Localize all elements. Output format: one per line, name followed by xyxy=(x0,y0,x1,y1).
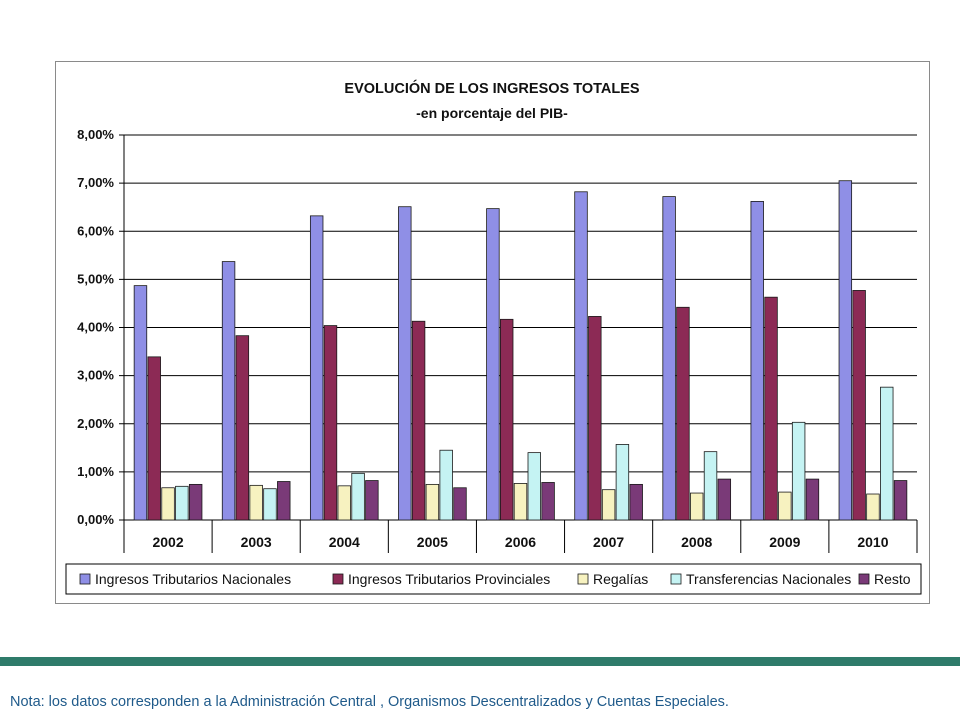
bar-2005-4 xyxy=(439,449,453,521)
x-tick-label: 2010 xyxy=(857,534,888,550)
y-tick-label: 5,00% xyxy=(77,271,114,286)
legend-swatch xyxy=(577,573,589,585)
y-tick-label: 3,00% xyxy=(77,368,114,383)
bar-2005-3 xyxy=(425,483,440,521)
bar-2008-5 xyxy=(717,478,732,521)
footer-note: Nota: los datos corresponden a la Admini… xyxy=(10,694,729,710)
legend-swatch xyxy=(332,573,344,585)
y-tick-label: 4,00% xyxy=(77,320,114,335)
x-tick-label: 2004 xyxy=(329,534,360,550)
bar-2007-5 xyxy=(629,483,643,521)
bar-2008-4 xyxy=(703,451,718,521)
x-tick-label: 2007 xyxy=(593,534,624,550)
gridlines xyxy=(119,134,917,521)
bar-2007-1 xyxy=(574,191,588,521)
legend-label: Ingresos Tributarios Provinciales xyxy=(348,571,550,587)
legend-box xyxy=(65,563,922,595)
legend-label: Resto xyxy=(874,571,911,587)
footer-bar xyxy=(0,657,960,666)
bar-2004-1 xyxy=(309,215,324,521)
bar-2007-3 xyxy=(601,489,616,521)
bar-2002-4 xyxy=(175,485,189,521)
bar-2009-5 xyxy=(805,478,820,521)
legend-label: Regalías xyxy=(593,571,648,587)
bar-2009-2 xyxy=(764,296,778,521)
bar-2002-5 xyxy=(188,483,203,521)
x-tick-label: 2009 xyxy=(769,534,800,550)
y-tick-label: 6,00% xyxy=(77,223,114,238)
y-tick-label: 7,00% xyxy=(77,175,114,190)
bar-2004-3 xyxy=(337,485,351,521)
bar-2009-4 xyxy=(791,421,806,521)
bar-2005-2 xyxy=(411,320,426,521)
bar-2003-1 xyxy=(221,261,236,521)
x-tick-label: 2003 xyxy=(241,534,272,550)
bar-2006-3 xyxy=(513,483,528,521)
legend-swatch xyxy=(79,573,91,585)
bar-2005-5 xyxy=(453,487,467,521)
legend-label: Transferencias Nacionales xyxy=(686,571,851,587)
bars xyxy=(133,180,908,521)
bar-2003-2 xyxy=(235,335,250,521)
y-tick-label: 2,00% xyxy=(77,416,114,431)
x-tick-label: 2002 xyxy=(152,534,183,550)
bar-2010-3 xyxy=(866,493,880,521)
legend-swatch xyxy=(858,573,870,585)
x-tick-label: 2008 xyxy=(681,534,712,550)
bar-2009-1 xyxy=(750,201,764,521)
bar-2004-5 xyxy=(365,480,379,521)
bar-2006-2 xyxy=(499,318,514,521)
legend-swatch xyxy=(670,573,682,585)
bar-2005-1 xyxy=(398,206,412,521)
bar-2007-2 xyxy=(588,316,602,521)
x-tick-label: 2006 xyxy=(505,534,536,550)
x-tick-label: 2005 xyxy=(417,534,448,550)
bar-2003-3 xyxy=(249,484,263,521)
bar-2003-4 xyxy=(263,488,277,521)
bar-2004-4 xyxy=(351,472,365,521)
bar-2006-4 xyxy=(527,452,542,521)
bar-2009-3 xyxy=(778,491,792,521)
chart-title: EVOLUCIÓN DE LOS INGRESOS TOTALES xyxy=(344,79,639,97)
bar-2008-2 xyxy=(676,306,690,521)
y-tick-label: 1,00% xyxy=(77,464,114,479)
legend-label: Ingresos Tributarios Nacionales xyxy=(95,571,291,587)
bar-2006-5 xyxy=(541,482,555,521)
bar-2002-1 xyxy=(133,285,148,521)
bar-2010-1 xyxy=(838,180,853,521)
bar-2010-4 xyxy=(880,386,894,521)
y-tick-label: 0,00% xyxy=(77,512,114,527)
y-axis-ticks: 0,00% 1,00% 2,00% 3,00% 4,00% 5,00% 6,00% 7,00%… xyxy=(77,127,114,527)
chart-svg: EVOLUCIÓN DE LOS INGRESOS TOTALES -en po… xyxy=(65,79,922,595)
bar-2004-2 xyxy=(323,325,338,521)
chart-subtitle: -en porcentaje del PIB- xyxy=(416,105,568,121)
bar-2006-1 xyxy=(486,208,500,521)
bar-2003-5 xyxy=(277,481,291,521)
bar-2008-1 xyxy=(662,196,676,521)
bar-2008-3 xyxy=(690,492,704,521)
y-tick-label: 8,00% xyxy=(77,127,114,142)
legend: Ingresos Tributarios Nacionales Ingresos … xyxy=(65,563,922,595)
chart-frame: EVOLUCIÓN DE LOS INGRESOS TOTALES -en po… xyxy=(55,61,930,604)
bar-2002-2 xyxy=(147,356,161,521)
bar-2010-5 xyxy=(893,480,908,521)
bar-2002-3 xyxy=(161,487,175,521)
bar-2010-2 xyxy=(852,290,866,521)
bar-2007-4 xyxy=(615,444,630,521)
x-axis-ticks: 2002 2003 2004 2005 2006 2007 2008 2009 2010 xyxy=(123,520,918,553)
